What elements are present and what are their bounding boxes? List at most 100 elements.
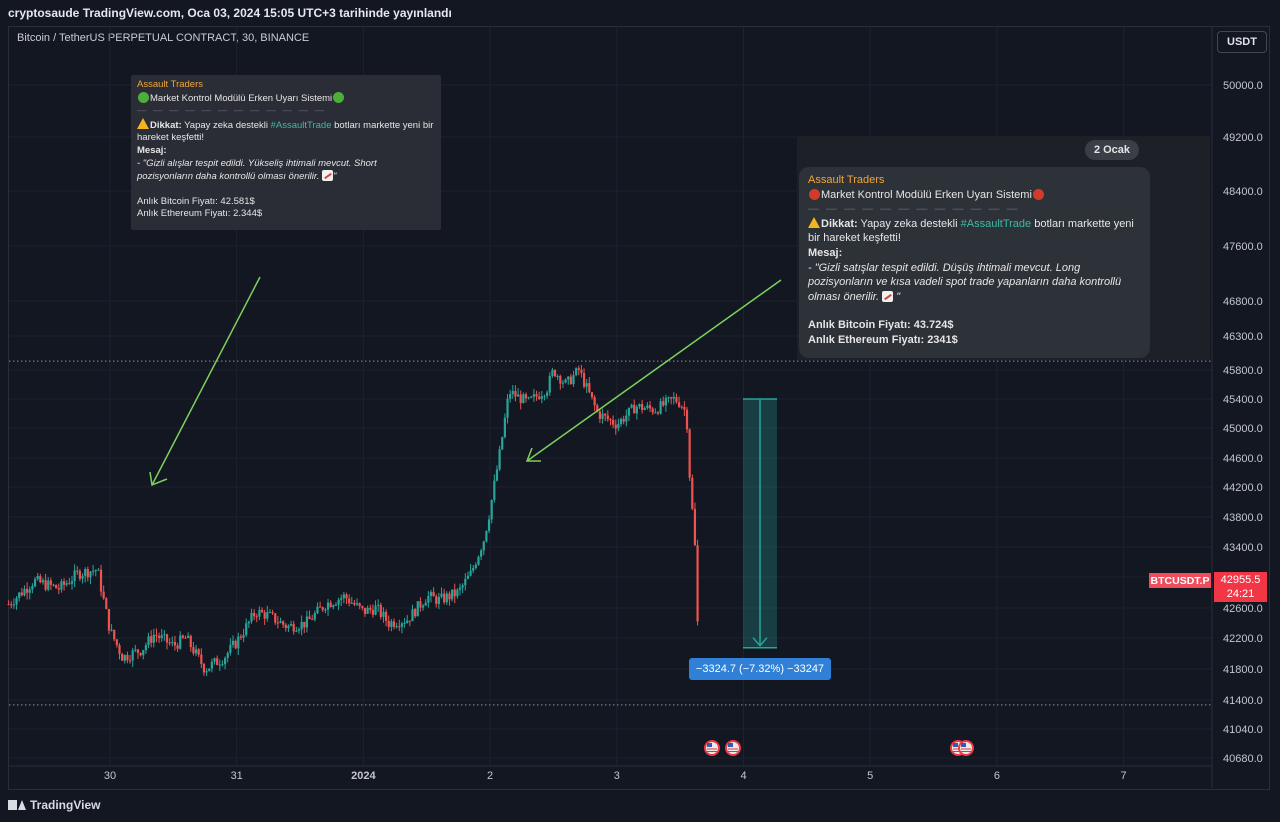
candle-body [181, 635, 184, 638]
price-tick-label: 46300.0 [1223, 331, 1263, 343]
price-tick-label: 45400.0 [1223, 394, 1263, 406]
candle-body [421, 605, 425, 608]
candle-body [332, 605, 335, 608]
red-circle-icon [1032, 188, 1044, 200]
candle-body [656, 412, 660, 414]
measure-arrowhead [752, 637, 768, 647]
candle-body [382, 611, 385, 617]
candle-body [559, 376, 562, 384]
price-tick-label: 41400.0 [1223, 695, 1263, 707]
hashtag-link[interactable]: #AssaultTrade [960, 217, 1032, 230]
candle-body [680, 406, 683, 408]
time-tick-label: 2 [487, 770, 493, 782]
candle-body [176, 645, 179, 649]
candle-body [677, 402, 681, 407]
price-tick-label: 49200.0 [1223, 132, 1263, 144]
candle-body [326, 602, 330, 610]
candle-body [210, 661, 213, 669]
candle-body [685, 409, 689, 430]
candle-body [670, 397, 673, 399]
candle-body [635, 406, 638, 414]
candle-body [165, 634, 169, 643]
candle-body [284, 624, 287, 629]
candle-body [253, 612, 256, 617]
price-tick-label: 41040.0 [1223, 724, 1263, 736]
candle-body [493, 480, 496, 501]
candle-body [31, 586, 34, 590]
candle-body [221, 664, 224, 666]
candle-body [155, 634, 158, 636]
last-price-value: 42955.5 [1220, 574, 1261, 586]
message-quote: - "Gizli satışlar tespit edildi. Düşüş i… [808, 261, 1141, 305]
candle-body [308, 616, 311, 620]
candle-body [641, 403, 644, 410]
candle-body [337, 599, 340, 605]
candle-body [276, 622, 279, 624]
candle-body [147, 636, 150, 646]
candle-body [469, 570, 472, 576]
candle-body [160, 635, 163, 639]
symbol-price-tag: BTCUSDT.P [1149, 573, 1211, 588]
quote-text: - "Gizli satışlar tespit edildi. Düşüş i… [808, 261, 1122, 303]
candle-body [97, 569, 100, 571]
candle-body [456, 589, 459, 597]
candle-body [105, 598, 108, 610]
us-flag-icon [958, 740, 974, 756]
currency-button[interactable]: USDT [1217, 31, 1267, 53]
price-tick-label: 44200.0 [1223, 482, 1263, 494]
candle-body [440, 593, 443, 597]
annotation-arrow-2 [526, 279, 782, 462]
symbol-title: Bitcoin / TetherUS PERPETUAL CONTRACT, 3… [17, 32, 310, 44]
candle-body [171, 641, 174, 643]
candle-body [543, 395, 546, 397]
candle-body [260, 609, 264, 613]
flag-canton [953, 743, 958, 747]
footer-brand[interactable]: TradingView [8, 798, 100, 812]
body-pre: Yapay zeka destekli [857, 217, 961, 230]
candle-body [55, 584, 58, 589]
candle-body [157, 635, 161, 639]
candle-body [218, 664, 221, 666]
last-price-tag: 42955.5 24:21 [1214, 572, 1267, 602]
chart-increasing-icon [882, 290, 894, 302]
candle-body [659, 401, 662, 414]
measure-label: −3324.7 (−7.32%) −33247 [689, 658, 831, 680]
price-tick-label: 48400.0 [1223, 186, 1263, 198]
candle-body [168, 642, 171, 644]
candle-body [274, 613, 277, 623]
candles [7, 365, 699, 676]
annotation-arrow-1 [151, 276, 261, 486]
candle-body [646, 405, 649, 409]
message-title-line: Market Kontrol Modülü Erken Uyarı Sistem… [137, 91, 435, 106]
candle-body [361, 606, 364, 608]
candle-body [480, 550, 483, 557]
price-tick-label: 47600.0 [1223, 241, 1263, 253]
candle-body [487, 519, 491, 531]
candle-body [33, 579, 37, 587]
price-tick-label: 50000.0 [1223, 80, 1263, 92]
candle-body [26, 588, 29, 593]
candle-body [490, 500, 493, 520]
candle-body [41, 580, 45, 583]
candle-body [400, 623, 404, 627]
candle-body [403, 622, 406, 624]
candle-body [625, 415, 628, 422]
candle-body [506, 398, 509, 418]
candle-body [588, 383, 591, 393]
candle-body [12, 604, 16, 606]
candle-body [569, 376, 572, 385]
candle-body [305, 616, 309, 628]
publish-line: cryptosaude TradingView.com, Oca 03, 202… [8, 6, 452, 20]
candle-body [73, 570, 76, 582]
candle-body [448, 593, 451, 600]
candle-body [239, 636, 243, 638]
annotation-arrows [149, 276, 782, 487]
hashtag-link[interactable]: #AssaultTrade [270, 119, 332, 131]
candle-body [691, 477, 694, 509]
candle-body [279, 621, 282, 623]
candle-body [622, 418, 625, 422]
candle-body [575, 368, 578, 376]
body-pre: Yapay zeka destekli [181, 119, 271, 131]
telegram-message-buy-alert: Assault Traders Market Kontrol Modülü Er… [131, 75, 441, 230]
candle-body [202, 663, 206, 673]
